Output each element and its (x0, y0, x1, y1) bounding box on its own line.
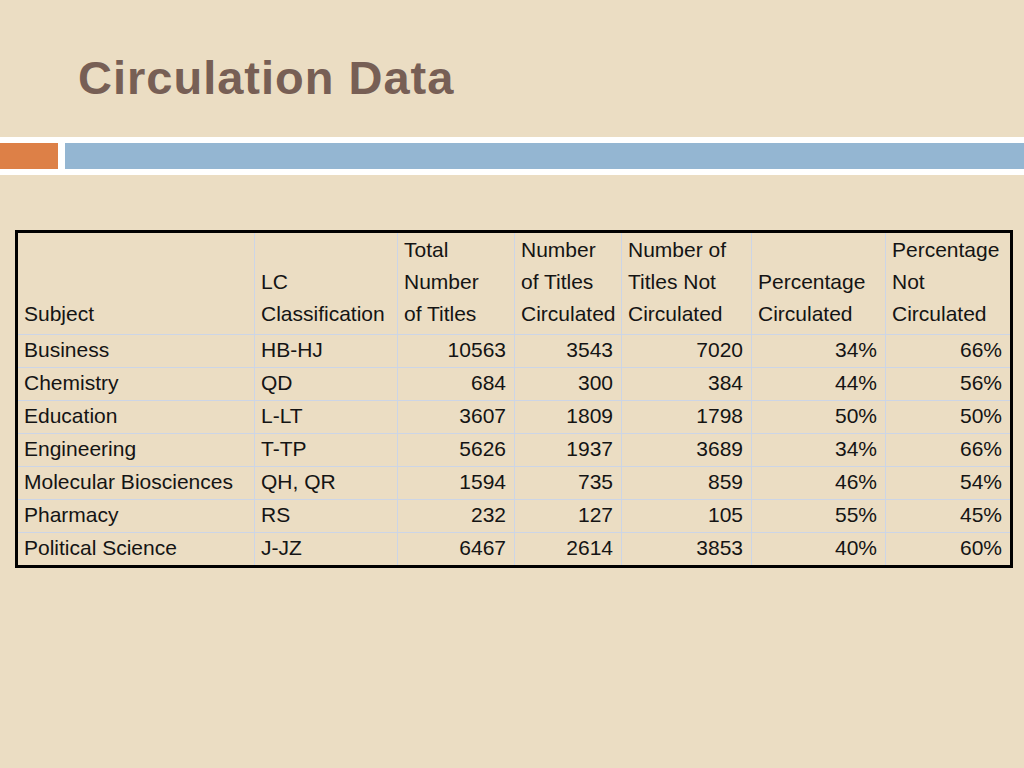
table-row-political-science: Political Science J-JZ 6467 2614 3853 40… (17, 533, 1012, 567)
cell-lc-classification: HB-HJ (255, 335, 398, 368)
column-header-lc-classification: LC Classification (255, 232, 398, 335)
cell-titles-circulated: 1809 (515, 401, 622, 434)
cell-titles-not-circulated: 384 (622, 368, 752, 401)
column-header-subject: Subject (17, 232, 255, 335)
circulation-table: Subject LC Classification Total Number o… (15, 230, 1013, 568)
table-row-chemistry: Chemistry QD 684 300 384 44% 56% (17, 368, 1012, 401)
table-row-molecular-biosciences: Molecular Biosciences QH, QR 1594 735 85… (17, 467, 1012, 500)
cell-total-titles: 6467 (398, 533, 515, 567)
cell-percentage-circulated: 55% (752, 500, 886, 533)
cell-subject: Political Science (17, 533, 255, 567)
accent-blue-rect (65, 143, 1024, 169)
accent-band (0, 137, 1024, 175)
cell-lc-classification: QH, QR (255, 467, 398, 500)
cell-percentage-not-circulated: 66% (886, 434, 1012, 467)
cell-subject: Pharmacy (17, 500, 255, 533)
table-row-engineering: Engineering T-TP 5626 1937 3689 34% 66% (17, 434, 1012, 467)
cell-titles-circulated: 3543 (515, 335, 622, 368)
column-header-titles-not-circulated: Number of Titles Not Circulated (622, 232, 752, 335)
cell-titles-circulated: 127 (515, 500, 622, 533)
table-row-education: Education L-LT 3607 1809 1798 50% 50% (17, 401, 1012, 434)
column-header-total-titles: Total Number of Titles (398, 232, 515, 335)
cell-total-titles: 5626 (398, 434, 515, 467)
table-row-business: Business HB-HJ 10563 3543 7020 34% 66% (17, 335, 1012, 368)
cell-titles-not-circulated: 3853 (622, 533, 752, 567)
cell-subject: Engineering (17, 434, 255, 467)
cell-total-titles: 684 (398, 368, 515, 401)
cell-titles-not-circulated: 859 (622, 467, 752, 500)
cell-percentage-circulated: 34% (752, 335, 886, 368)
cell-titles-not-circulated: 1798 (622, 401, 752, 434)
cell-percentage-not-circulated: 60% (886, 533, 1012, 567)
cell-titles-not-circulated: 3689 (622, 434, 752, 467)
cell-lc-classification: RS (255, 500, 398, 533)
accent-orange-rect (0, 143, 58, 169)
cell-titles-circulated: 2614 (515, 533, 622, 567)
cell-subject: Chemistry (17, 368, 255, 401)
cell-percentage-circulated: 40% (752, 533, 886, 567)
cell-subject: Education (17, 401, 255, 434)
cell-percentage-not-circulated: 56% (886, 368, 1012, 401)
column-header-percentage-not-circulated: Percentage Not Circulated (886, 232, 1012, 335)
column-header-percentage-circulated: Percentage Circulated (752, 232, 886, 335)
cell-titles-circulated: 735 (515, 467, 622, 500)
cell-percentage-circulated: 46% (752, 467, 886, 500)
cell-titles-not-circulated: 7020 (622, 335, 752, 368)
cell-percentage-circulated: 34% (752, 434, 886, 467)
column-header-titles-circulated: Number of Titles Circulated (515, 232, 622, 335)
table-row-pharmacy: Pharmacy RS 232 127 105 55% 45% (17, 500, 1012, 533)
cell-percentage-not-circulated: 66% (886, 335, 1012, 368)
cell-percentage-circulated: 44% (752, 368, 886, 401)
cell-total-titles: 10563 (398, 335, 515, 368)
cell-percentage-not-circulated: 54% (886, 467, 1012, 500)
cell-lc-classification: L-LT (255, 401, 398, 434)
cell-total-titles: 1594 (398, 467, 515, 500)
cell-titles-circulated: 300 (515, 368, 622, 401)
cell-subject: Business (17, 335, 255, 368)
slide-title: Circulation Data (78, 54, 454, 101)
cell-lc-classification: T-TP (255, 434, 398, 467)
cell-total-titles: 232 (398, 500, 515, 533)
cell-total-titles: 3607 (398, 401, 515, 434)
cell-lc-classification: QD (255, 368, 398, 401)
cell-titles-not-circulated: 105 (622, 500, 752, 533)
cell-percentage-not-circulated: 45% (886, 500, 1012, 533)
slide-canvas: Circulation Data Subject LC Classificati… (0, 0, 1024, 768)
cell-percentage-not-circulated: 50% (886, 401, 1012, 434)
cell-percentage-circulated: 50% (752, 401, 886, 434)
cell-titles-circulated: 1937 (515, 434, 622, 467)
cell-subject: Molecular Biosciences (17, 467, 255, 500)
table-header-row: Subject LC Classification Total Number o… (17, 232, 1012, 335)
cell-lc-classification: J-JZ (255, 533, 398, 567)
